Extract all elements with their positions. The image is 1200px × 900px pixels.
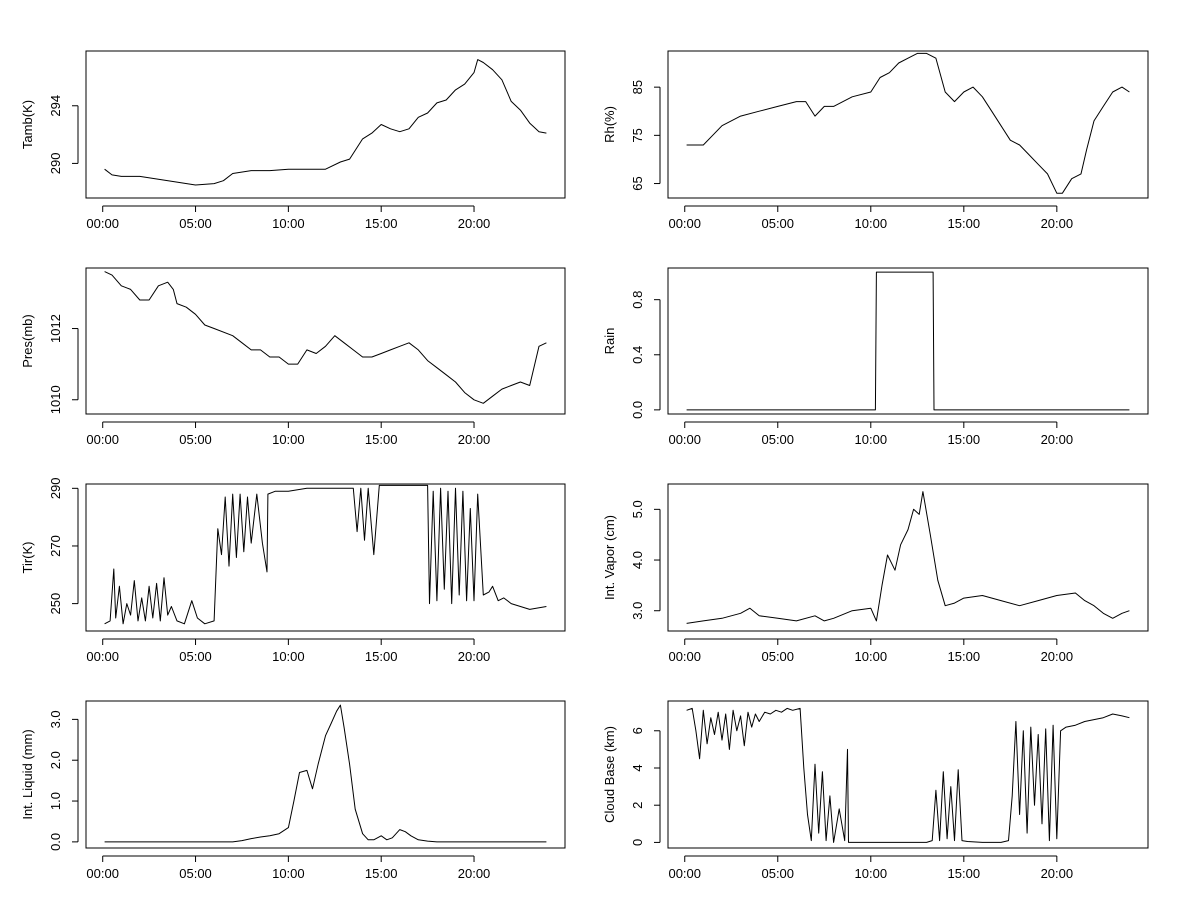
x-tick-label: 05:00 xyxy=(179,216,212,231)
y-tick-label: 3.0 xyxy=(630,602,645,620)
series-line xyxy=(686,491,1130,624)
series-line xyxy=(686,52,1130,194)
x-tick-label: 05:00 xyxy=(761,649,794,664)
panel-int-liquid: 00:00 05:00 10:00 15:00 20:00 0.0 1.0 2.0 3.0 Int… xyxy=(20,700,566,881)
x-tick-label: 00:00 xyxy=(86,432,119,447)
y-tick-label: 65 xyxy=(630,176,645,190)
x-tick-label: 20:00 xyxy=(458,432,491,447)
x-tick-label: 10:00 xyxy=(272,649,305,664)
x-tick-label: 20:00 xyxy=(458,216,491,231)
x-tick-label: 05:00 xyxy=(179,866,212,881)
x-tick-label: 05:00 xyxy=(761,432,794,447)
x-tick-label: 20:00 xyxy=(458,649,491,664)
x-tick-label: 00:00 xyxy=(86,649,119,664)
x-tick-label: 20:00 xyxy=(458,866,491,881)
x-tick-label: 10:00 xyxy=(855,432,888,447)
x-tick-label: 00:00 xyxy=(86,216,119,231)
y-tick-label: 4.0 xyxy=(630,551,645,569)
y-tick-label: 3.0 xyxy=(48,710,63,728)
y-axis-label: Pres(mb) xyxy=(20,314,35,367)
plot-frame xyxy=(667,267,1149,415)
y-tick-label: 1.0 xyxy=(48,792,63,810)
y-tick-label: 4 xyxy=(630,764,645,771)
panel-tir: 00:00 05:00 10:00 15:00 20:00 250 270 290 Tir(K) xyxy=(20,477,566,664)
series-line xyxy=(686,271,1130,411)
plot-frame xyxy=(667,50,1149,199)
x-tick-label: 00:00 xyxy=(668,866,701,881)
y-tick-label: 1012 xyxy=(48,314,63,343)
y-tick-label: 5.0 xyxy=(630,500,645,518)
y-tick-label: 294 xyxy=(48,95,63,117)
x-tick-label: 20:00 xyxy=(1041,216,1074,231)
y-axis-label: Int. Liquid (mm) xyxy=(20,729,35,819)
x-tick-label: 10:00 xyxy=(855,649,888,664)
x-tick-label: 15:00 xyxy=(948,216,981,231)
panel-pres: 00:00 05:00 10:00 15:00 20:00 1010 1012 Pres(mb… xyxy=(20,267,566,447)
y-axis-label: Int. Vapor (cm) xyxy=(602,515,617,600)
y-axis-label: Tamb(K) xyxy=(20,100,35,149)
x-tick-label: 20:00 xyxy=(1041,432,1074,447)
y-tick-label: 6 xyxy=(630,727,645,734)
plot-frame xyxy=(85,50,566,199)
y-tick-label: 250 xyxy=(48,593,63,615)
y-axis-label: Rh(%) xyxy=(602,106,617,143)
panel-rh: 00:00 05:00 10:00 15:00 20:00 65 75 85 Rh(%) xyxy=(602,50,1149,231)
y-tick-label: 290 xyxy=(48,153,63,175)
x-tick-label: 05:00 xyxy=(179,649,212,664)
panel-cloud-base: 00:00 05:00 10:00 15:00 20:00 0 2 4 6 Cloud Base … xyxy=(602,700,1149,881)
x-tick-label: 10:00 xyxy=(272,216,305,231)
y-axis-label: Rain xyxy=(602,328,617,355)
y-tick-label: 85 xyxy=(630,80,645,94)
x-tick-label: 10:00 xyxy=(855,216,888,231)
x-tick-label: 10:00 xyxy=(272,432,305,447)
x-tick-label: 00:00 xyxy=(668,432,701,447)
x-tick-label: 10:00 xyxy=(855,866,888,881)
y-tick-label: 0.0 xyxy=(48,833,63,851)
x-tick-label: 10:00 xyxy=(272,866,305,881)
plot-frame xyxy=(667,483,1149,632)
y-axis-label: Cloud Base (km) xyxy=(602,726,617,823)
plot-frame xyxy=(85,700,566,849)
x-tick-label: 05:00 xyxy=(179,432,212,447)
y-tick-label: 0.4 xyxy=(630,346,645,364)
x-tick-label: 00:00 xyxy=(668,649,701,664)
panel-int-vapor: 00:00 05:00 10:00 15:00 20:00 3.0 4.0 5.0 Int. V… xyxy=(602,483,1149,664)
x-tick-label: 15:00 xyxy=(365,649,398,664)
y-tick-label: 75 xyxy=(630,128,645,142)
y-tick-label: 290 xyxy=(48,477,63,499)
x-tick-label: 00:00 xyxy=(668,216,701,231)
x-tick-label: 20:00 xyxy=(1041,866,1074,881)
series-line xyxy=(104,271,547,404)
plot-frame xyxy=(667,700,1149,849)
y-tick-label: 1010 xyxy=(48,385,63,414)
series-line xyxy=(686,707,1130,843)
plot-frame xyxy=(85,267,566,415)
series-line xyxy=(104,484,547,625)
x-tick-label: 15:00 xyxy=(365,866,398,881)
x-tick-label: 05:00 xyxy=(761,866,794,881)
x-tick-label: 15:00 xyxy=(948,649,981,664)
x-tick-label: 15:00 xyxy=(365,432,398,447)
x-tick-label: 20:00 xyxy=(1041,649,1074,664)
x-tick-label: 15:00 xyxy=(365,216,398,231)
x-tick-label: 15:00 xyxy=(948,432,981,447)
x-tick-label: 15:00 xyxy=(948,866,981,881)
y-tick-label: 2 xyxy=(630,802,645,809)
y-tick-label: 270 xyxy=(48,535,63,557)
x-tick-label: 05:00 xyxy=(761,216,794,231)
series-line xyxy=(104,59,547,186)
y-tick-label: 0.0 xyxy=(630,401,645,419)
y-tick-label: 2.0 xyxy=(48,751,63,769)
plot-frame xyxy=(85,483,566,632)
y-tick-label: 0.8 xyxy=(630,291,645,309)
x-tick-label: 00:00 xyxy=(86,866,119,881)
y-tick-label: 0 xyxy=(630,839,645,846)
series-line xyxy=(104,704,547,843)
panel-rain: 00:00 05:00 10:00 15:00 20:00 0.0 0.4 0.8 Rain xyxy=(602,267,1149,447)
panel-tamb: 00:00 05:00 10:00 15:00 20:00 290 294 Tamb(K) xyxy=(20,50,566,231)
y-axis-label: Tir(K) xyxy=(20,541,35,573)
